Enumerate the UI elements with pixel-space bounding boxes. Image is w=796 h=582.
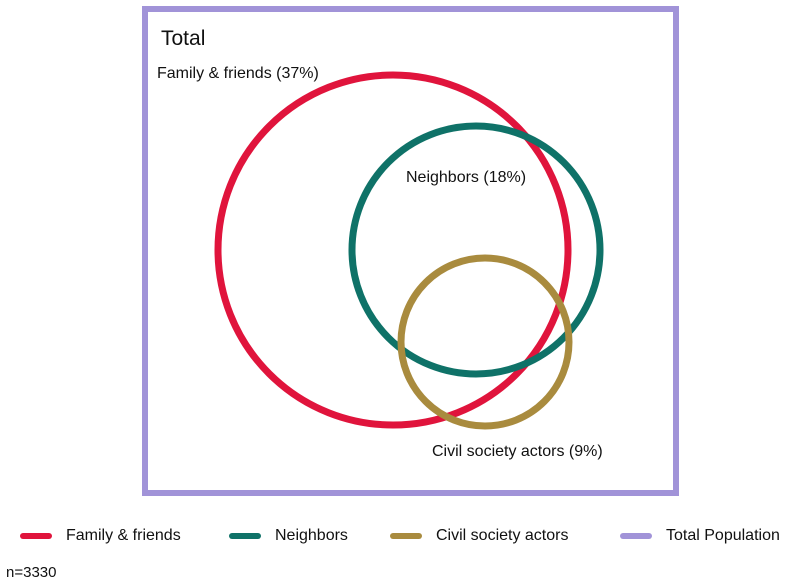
civil-society-label: Civil society actors (9%) bbox=[432, 443, 603, 460]
civil-society-circle bbox=[397, 254, 573, 430]
neighbors-swatch bbox=[229, 533, 261, 539]
legend-item-neighbors: Neighbors bbox=[229, 524, 348, 548]
legend: Family & friends Neighbors Civil society… bbox=[0, 524, 796, 548]
neighbors-label: Neighbors (18%) bbox=[406, 169, 526, 186]
legend-label-total: Total Population bbox=[666, 527, 780, 544]
legend-label-family: Family & friends bbox=[66, 527, 181, 544]
total-population-swatch bbox=[620, 533, 652, 539]
legend-label-civil: Civil society actors bbox=[436, 527, 569, 544]
family-friends-label: Family & friends (37%) bbox=[157, 65, 319, 82]
legend-item-civil: Civil society actors bbox=[390, 524, 568, 548]
diagram-title: Total bbox=[161, 27, 205, 50]
legend-item-total: Total Population bbox=[620, 524, 780, 548]
legend-label-neighbors: Neighbors bbox=[275, 527, 348, 544]
family-friends-circle bbox=[214, 71, 572, 429]
neighbors-circle bbox=[348, 122, 604, 378]
family-friends-swatch bbox=[20, 533, 52, 539]
total-population-frame bbox=[142, 6, 679, 496]
sample-size-note: n=3330 bbox=[6, 564, 57, 581]
venn-diagram: Total Family & friends (37%) Neighbors (… bbox=[142, 6, 679, 496]
civil-society-swatch bbox=[390, 533, 422, 539]
legend-item-family: Family & friends bbox=[20, 524, 181, 548]
